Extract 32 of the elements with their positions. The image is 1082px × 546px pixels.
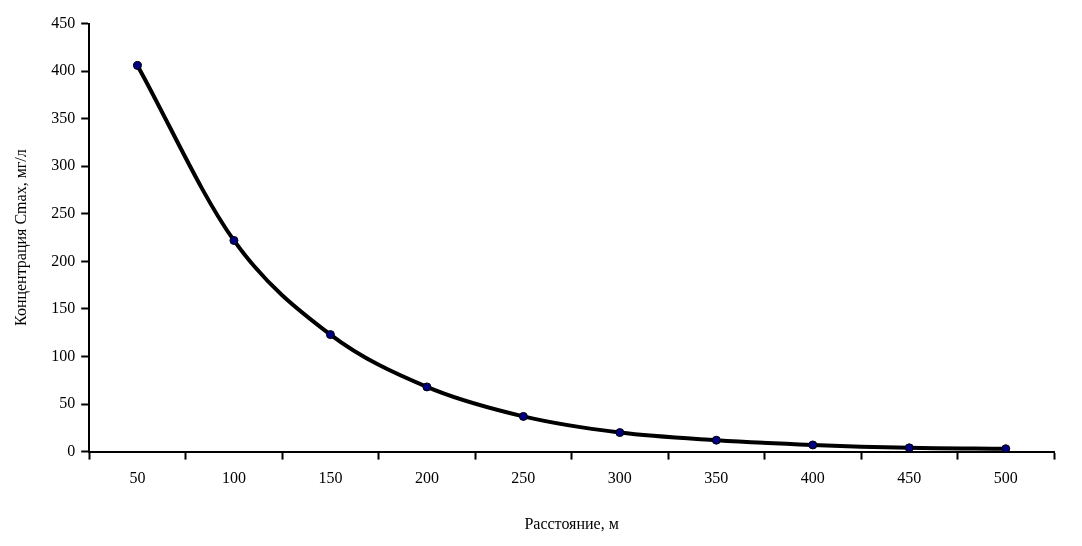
y-axis-title: Концентрация Cmax, мг/л	[11, 149, 30, 326]
x-tick-label: 500	[993, 469, 1018, 487]
point	[422, 382, 432, 392]
y-tick-label: 300	[51, 156, 76, 174]
point	[325, 330, 335, 340]
x-tick-label: 300	[607, 469, 632, 487]
x-tick-label: 50	[129, 469, 146, 487]
x-tick-label: 250	[511, 469, 536, 487]
point	[904, 443, 914, 452]
x-tick-label: 400	[800, 469, 825, 487]
y-tick-label: 150	[51, 299, 76, 317]
x-tick-label: 150	[318, 469, 343, 487]
y-tick-label: 200	[51, 251, 76, 269]
point	[1001, 444, 1011, 452]
x-axis-title: Расстояние, м	[524, 514, 619, 532]
x-tick-label: 350	[704, 469, 729, 487]
point	[808, 440, 818, 450]
y-tick-label: 450	[51, 13, 76, 31]
x-tick-label: 450	[897, 469, 922, 487]
y-tick-label: 100	[51, 346, 76, 364]
y-tick-label: 250	[51, 204, 76, 222]
x-tick-label: 200	[414, 469, 439, 487]
point	[615, 428, 625, 438]
x-tick-label: 100	[221, 469, 246, 487]
y-tick-label: 50	[59, 394, 76, 412]
point	[711, 435, 721, 445]
y-tick-label: 0	[67, 441, 76, 459]
point	[132, 60, 142, 70]
y-tick-label: 400	[51, 61, 76, 79]
y-tick-label: 350	[51, 108, 76, 126]
point	[518, 411, 528, 421]
point	[229, 235, 239, 245]
